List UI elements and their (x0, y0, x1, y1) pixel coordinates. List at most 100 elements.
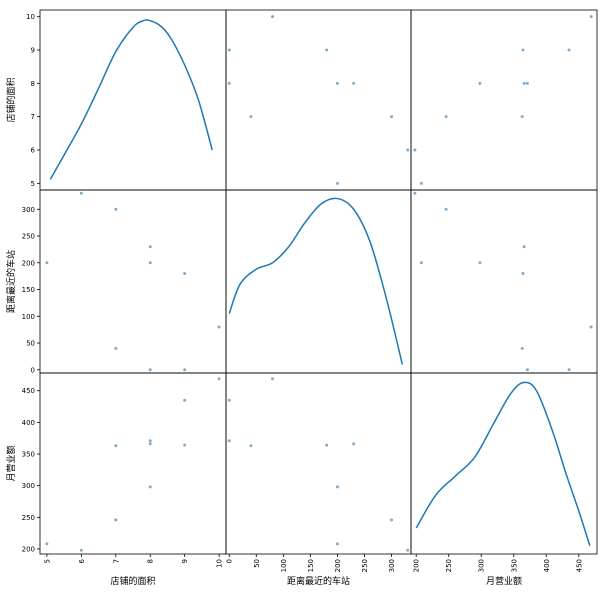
scatter-point (478, 81, 482, 85)
scatter-point (227, 81, 231, 85)
panel-group (39, 9, 598, 555)
x-tick-label: 300 (478, 559, 486, 572)
panel-station-vs-station (225, 189, 412, 374)
x-tick-label: 100 (280, 559, 288, 572)
scatter-point (183, 368, 187, 372)
scatter-point (444, 115, 448, 119)
x-tick-label: 10 (216, 559, 224, 568)
x-axis-label-area: 店铺的面积 (110, 575, 155, 587)
y-tick-label: 0 (31, 366, 35, 374)
y-tick-label: 400 (22, 419, 35, 427)
scatter-point (114, 444, 118, 448)
scatter-point (352, 81, 356, 85)
x-axis-label-station: 距离最近的车站 (287, 575, 350, 587)
y-tick-label: 300 (22, 482, 35, 490)
x-tick-label: 150 (307, 559, 315, 572)
panel-frame (39, 372, 227, 555)
panel-frame (39, 189, 227, 374)
scatter-point (390, 115, 394, 119)
scatter-point (45, 261, 49, 265)
scatter-point (419, 181, 423, 185)
scatter-point (227, 398, 231, 402)
y-axis-label-area: 店铺的面积 (5, 77, 17, 122)
density-curve-sales (415, 381, 591, 547)
y-tick-label: 150 (22, 286, 35, 294)
y-tick-label: 10 (26, 13, 35, 21)
x-tick-label: 5 (43, 559, 51, 563)
scatter-point (148, 261, 152, 265)
scatter-point (521, 48, 525, 52)
scatter-point (413, 148, 417, 152)
scatter-point (522, 245, 526, 249)
y-tick-label: 250 (22, 233, 35, 241)
scatter-point (271, 377, 275, 381)
row-labels: 5 6 7 8 9 10 店铺的面积 0 50 100 150 200 250 300 距离最近的车站 200… (5, 13, 40, 553)
scatter-point (522, 81, 526, 85)
panel-area-vs-area (39, 9, 227, 191)
scatter-point (406, 148, 410, 152)
scatter-point (183, 443, 187, 447)
panel-frame (225, 9, 412, 191)
y-axis-label-station: 距离最近的车站 (5, 250, 17, 313)
density-curve-station (228, 197, 404, 365)
panel-frame (410, 372, 598, 555)
scatter-point (525, 81, 529, 85)
scatter-point (567, 368, 571, 372)
density-curve-area (49, 19, 213, 180)
scatter-point (444, 207, 448, 211)
scatter-point (478, 261, 482, 265)
x-tick-label: 250 (361, 559, 369, 572)
panel-sales-vs-area (39, 372, 227, 555)
scatter-point (352, 442, 356, 446)
scatter-point (413, 191, 417, 195)
scatter-point (148, 442, 152, 446)
scatter-point (390, 518, 394, 522)
panel-area-vs-station (225, 9, 412, 191)
scatter-point (520, 346, 524, 350)
x-tick-label: 9 (181, 559, 189, 563)
y-tick-label: 100 (22, 313, 35, 321)
scatter-point (335, 485, 339, 489)
x-tick-label: 200 (413, 559, 421, 572)
panel-sales-vs-station (225, 372, 412, 555)
x-tick-label: 250 (445, 559, 453, 572)
scatter-point (567, 48, 571, 52)
x-tick-label: 350 (510, 559, 518, 572)
y-axis-label-sales: 月营业额 (5, 445, 17, 481)
panel-frame (225, 189, 412, 374)
x-tick-label: 7 (112, 559, 120, 563)
scatter-point (271, 15, 275, 19)
scatter-point (45, 542, 49, 546)
scatter-point (79, 548, 83, 552)
panel-area-vs-sales (410, 9, 598, 191)
scatter-point (335, 81, 339, 85)
scatter-point (325, 443, 329, 447)
x-tick-label: 200 (334, 559, 342, 572)
x-axis-label-sales: 月营业额 (486, 575, 522, 587)
y-tick-label: 9 (31, 47, 35, 55)
x-tick-label: 6 (78, 558, 86, 563)
x-tick-label: 8 (147, 559, 155, 563)
scatter-point (419, 261, 423, 265)
scatter-point (249, 115, 253, 119)
y-tick-label: 50 (26, 340, 35, 348)
scatter-point (79, 191, 83, 195)
scatter-point (183, 271, 187, 275)
scatter-point (217, 377, 221, 381)
scatter-point (148, 245, 152, 249)
scatter-point (183, 398, 187, 402)
y-tick-label: 450 (22, 387, 35, 395)
x-tick-label: 300 (388, 559, 396, 572)
scatter-point (406, 548, 410, 552)
y-tick-label: 5 (31, 180, 35, 188)
scatter-point (148, 485, 152, 489)
y-tick-label: 7 (31, 113, 35, 121)
panel-frame (410, 189, 598, 374)
panel-station-vs-area (39, 189, 227, 374)
scatter-point (114, 518, 118, 522)
scatter-point (325, 48, 329, 52)
panel-frame (410, 9, 598, 191)
x-tick-label: 450 (575, 559, 583, 572)
scatter-point (589, 325, 593, 329)
panel-sales-vs-sales (410, 372, 598, 555)
